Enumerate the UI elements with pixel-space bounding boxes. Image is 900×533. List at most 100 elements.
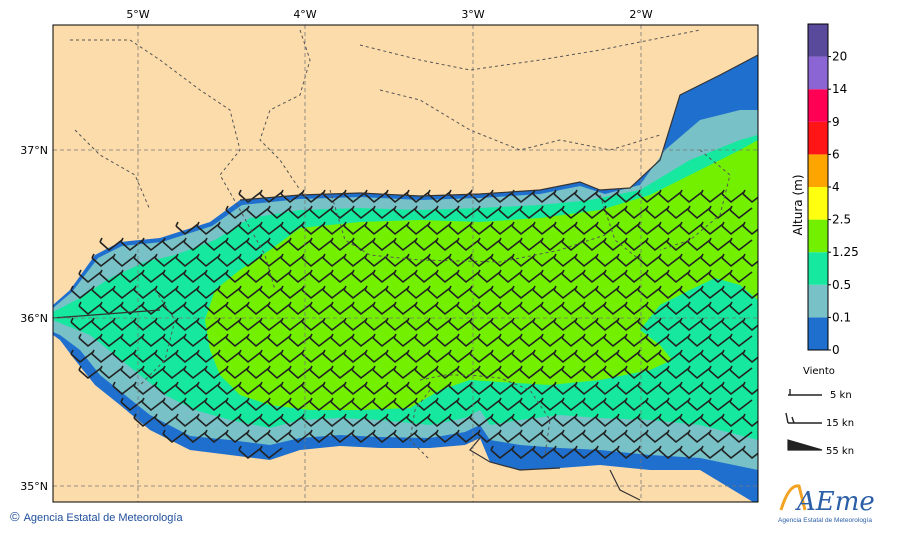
wind-barb — [582, 365, 606, 380]
wind-barb — [78, 269, 102, 284]
wind-barb — [309, 365, 333, 380]
wind-barb — [624, 237, 648, 252]
lon-axis: 5°W 4°W 3°W 2°W — [126, 8, 652, 21]
wind-barb — [553, 349, 577, 364]
wind-barb — [477, 429, 501, 444]
wind-barb — [498, 429, 522, 444]
wind-barb — [687, 365, 711, 380]
wind-barb — [330, 429, 354, 444]
wind-barb — [469, 317, 493, 332]
wind-barb — [141, 237, 165, 252]
wind-barb — [616, 445, 640, 460]
wind-barb — [217, 253, 241, 268]
wind-barb — [120, 237, 144, 252]
wind-barb — [679, 253, 703, 268]
wind-barb — [448, 221, 472, 236]
colorbar-tick-label: 9 — [832, 115, 840, 129]
wind-barb — [385, 285, 409, 300]
wind-barb — [141, 397, 165, 412]
wind-barb — [456, 429, 480, 444]
colorbar-tick-label: 4 — [832, 180, 840, 194]
wind-barb — [637, 253, 661, 268]
wind-barb — [406, 221, 430, 236]
wind-barb — [183, 397, 207, 412]
wind-barb — [603, 429, 627, 444]
wind-barb — [666, 429, 690, 444]
wind-barb — [246, 365, 270, 380]
wind-barb — [595, 349, 619, 364]
wind-barb — [225, 205, 249, 220]
wind-barb — [238, 381, 262, 396]
wind-barb — [729, 205, 753, 220]
wind-barb — [708, 333, 732, 348]
wind-barb — [175, 221, 199, 236]
lon-tick-label: 5°W — [126, 8, 149, 21]
wind-barb — [721, 413, 745, 428]
wind-barb — [280, 253, 304, 268]
wind-barb — [414, 397, 438, 412]
wind-barb — [679, 381, 703, 396]
wind-barb — [574, 285, 598, 300]
wind-barb — [78, 365, 102, 380]
wind-barb — [414, 237, 438, 252]
wind-barb — [616, 253, 640, 268]
wind-barb — [175, 413, 199, 428]
wind-barb — [624, 365, 648, 380]
wind-barb — [553, 189, 577, 204]
wind-barb — [364, 349, 388, 364]
wind-barb — [406, 253, 430, 268]
wind-barb — [603, 365, 627, 380]
wind-barb — [624, 429, 648, 444]
wind-barb — [637, 317, 661, 332]
wind-barb — [574, 349, 598, 364]
wind-barb — [658, 381, 682, 396]
map-area — [53, 25, 758, 502]
wind-barb — [246, 333, 270, 348]
wind-barb — [490, 349, 514, 364]
wind-barb — [498, 365, 522, 380]
logo-subtitle: Agencia Estatal de Meteorología — [778, 517, 872, 524]
wind-barb — [322, 285, 346, 300]
wind-barb — [679, 221, 703, 236]
wind-barb — [679, 413, 703, 428]
wind-barb — [637, 381, 661, 396]
wind-barb — [574, 317, 598, 332]
wind-barb — [603, 301, 627, 316]
wind-barb — [624, 269, 648, 284]
wind-barb — [574, 221, 598, 236]
wind-barb — [666, 397, 690, 412]
wind-barb — [267, 365, 291, 380]
wind-barb — [259, 285, 283, 300]
wind-barb — [414, 365, 438, 380]
wind-barb — [448, 349, 472, 364]
wind-barb — [78, 333, 102, 348]
wind-barb — [582, 205, 606, 220]
wind-barb — [259, 317, 283, 332]
wind-barb — [309, 397, 333, 412]
wind-barb — [204, 301, 228, 316]
wind-barb — [162, 269, 186, 284]
wind-barb — [204, 269, 228, 284]
wind-barb — [343, 381, 367, 396]
logo-mark-icon — [779, 484, 807, 511]
wind-barb — [666, 205, 690, 220]
wind-barb — [330, 365, 354, 380]
wind-barb — [729, 397, 753, 412]
colorbar-segment — [808, 252, 828, 285]
wind-barb — [133, 317, 157, 332]
wind-barb — [553, 221, 577, 236]
wind-barb — [238, 317, 262, 332]
wind-barb — [372, 269, 396, 284]
wind-barb — [624, 333, 648, 348]
wind-barb — [729, 429, 753, 444]
wind-barb — [351, 333, 375, 348]
wind-barb — [511, 413, 535, 428]
wind-barb — [267, 397, 291, 412]
wind-barb — [309, 237, 333, 252]
wind-barb — [582, 429, 606, 444]
wind-barb — [666, 269, 690, 284]
wind-barb — [595, 317, 619, 332]
wind-barb — [70, 349, 94, 364]
colorbar-tick-label: 2.5 — [832, 213, 851, 227]
wind-barb — [511, 317, 535, 332]
